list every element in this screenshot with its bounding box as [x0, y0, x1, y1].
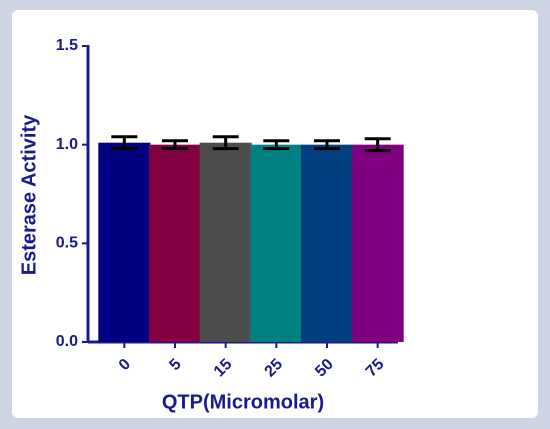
bar: [199, 142, 252, 342]
y-axis-label: Esterase Activity: [18, 114, 40, 275]
bar: [351, 144, 404, 342]
bar: [149, 144, 201, 342]
y-tick-label: 0.5: [56, 235, 78, 252]
bar: [98, 142, 151, 342]
x-axis-label: QTP(Micromolar): [162, 391, 324, 413]
y-tick-label: 1.5: [56, 37, 78, 54]
bar: [250, 144, 303, 342]
bar: [301, 144, 353, 342]
y-tick-label: 0.0: [56, 333, 78, 350]
y-tick-label: 1.0: [56, 136, 78, 153]
